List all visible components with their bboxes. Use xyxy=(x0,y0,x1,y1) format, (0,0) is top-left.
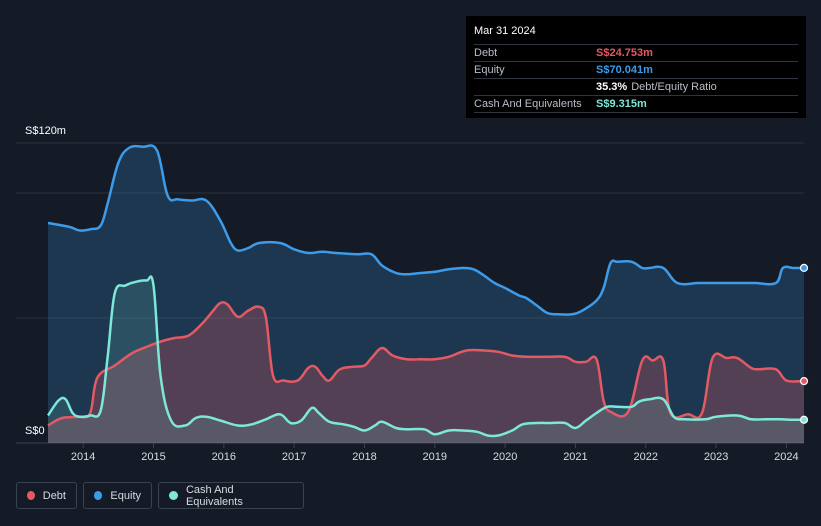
tooltip-row-debt: Debt S$24.753m xyxy=(474,44,798,61)
tooltip-row-ratio: 35.3% Debt/Equity Ratio xyxy=(474,78,798,95)
legend-item-cash[interactable]: Cash And Equivalents xyxy=(158,482,304,509)
tooltip-date: Mar 31 2024 xyxy=(474,25,536,37)
tooltip-value: S$9.315m xyxy=(596,98,647,110)
tooltip-panel: Mar 31 2024 Debt S$24.753m Equity S$70.0… xyxy=(466,16,806,118)
debt-line xyxy=(47,301,805,427)
debt-end-marker xyxy=(799,377,809,386)
equity-line xyxy=(47,144,805,316)
tooltip-value: S$24.753m xyxy=(596,47,653,59)
debt-area xyxy=(48,302,804,443)
series-lines xyxy=(46,144,805,438)
x-tick-label: 2015 xyxy=(141,451,165,463)
legend-item-debt[interactable]: Debt xyxy=(16,482,77,509)
x-tick-label: 2016 xyxy=(212,451,236,463)
y-axis-bottom-label: S$0 xyxy=(25,425,45,437)
x-tick-label: 2024 xyxy=(774,451,798,463)
tooltip-label: Equity xyxy=(474,64,505,76)
x-tick-label: 2019 xyxy=(423,451,447,463)
x-tick-label: 2018 xyxy=(352,451,376,463)
tooltip-value: S$70.041m xyxy=(596,64,653,76)
equity-end-marker xyxy=(799,263,809,272)
cash-and-equivalents-area xyxy=(48,276,804,443)
gridlines xyxy=(16,142,804,444)
tooltip-row-equity: Equity S$70.041m xyxy=(474,61,798,78)
legend-label: Cash And Equivalents xyxy=(185,483,243,508)
x-axis: 2014 2015 2016 2017 2018 2019 2020 2021 2022 2023… xyxy=(71,443,799,463)
end-markers xyxy=(799,263,809,424)
y-axis-top-label: S$120m xyxy=(25,125,66,137)
tooltip-label: Cash And Equivalents xyxy=(474,98,582,110)
legend-label: Debt xyxy=(42,489,66,502)
x-tick-label: 2023 xyxy=(704,451,728,463)
x-tick-label: 2022 xyxy=(634,451,658,463)
cash-and-equivalents-line xyxy=(46,275,805,438)
series-areas xyxy=(48,145,804,443)
equity-dot-icon xyxy=(94,491,103,500)
x-tick-label: 2014 xyxy=(71,451,95,463)
cash-and-equivalents-end-marker xyxy=(799,415,809,424)
tooltip-value: 35.3% xyxy=(596,81,628,93)
tooltip-label: Debt xyxy=(474,47,498,59)
debt-dot-icon xyxy=(27,491,35,500)
tooltip-label xyxy=(474,79,596,95)
tooltip-suffix: Debt/Equity Ratio xyxy=(631,81,717,93)
x-tick-label: 2021 xyxy=(563,451,587,463)
x-tick-label: 2017 xyxy=(282,451,306,463)
tooltip-row-cash: Cash And Equivalents S$9.315m xyxy=(474,95,798,113)
x-tick-label: 2020 xyxy=(493,451,517,463)
legend-item-equity[interactable]: Equity xyxy=(83,482,152,509)
legend-label: Equity xyxy=(110,489,141,502)
cash-dot-icon xyxy=(169,491,178,500)
equity-area xyxy=(48,145,804,443)
